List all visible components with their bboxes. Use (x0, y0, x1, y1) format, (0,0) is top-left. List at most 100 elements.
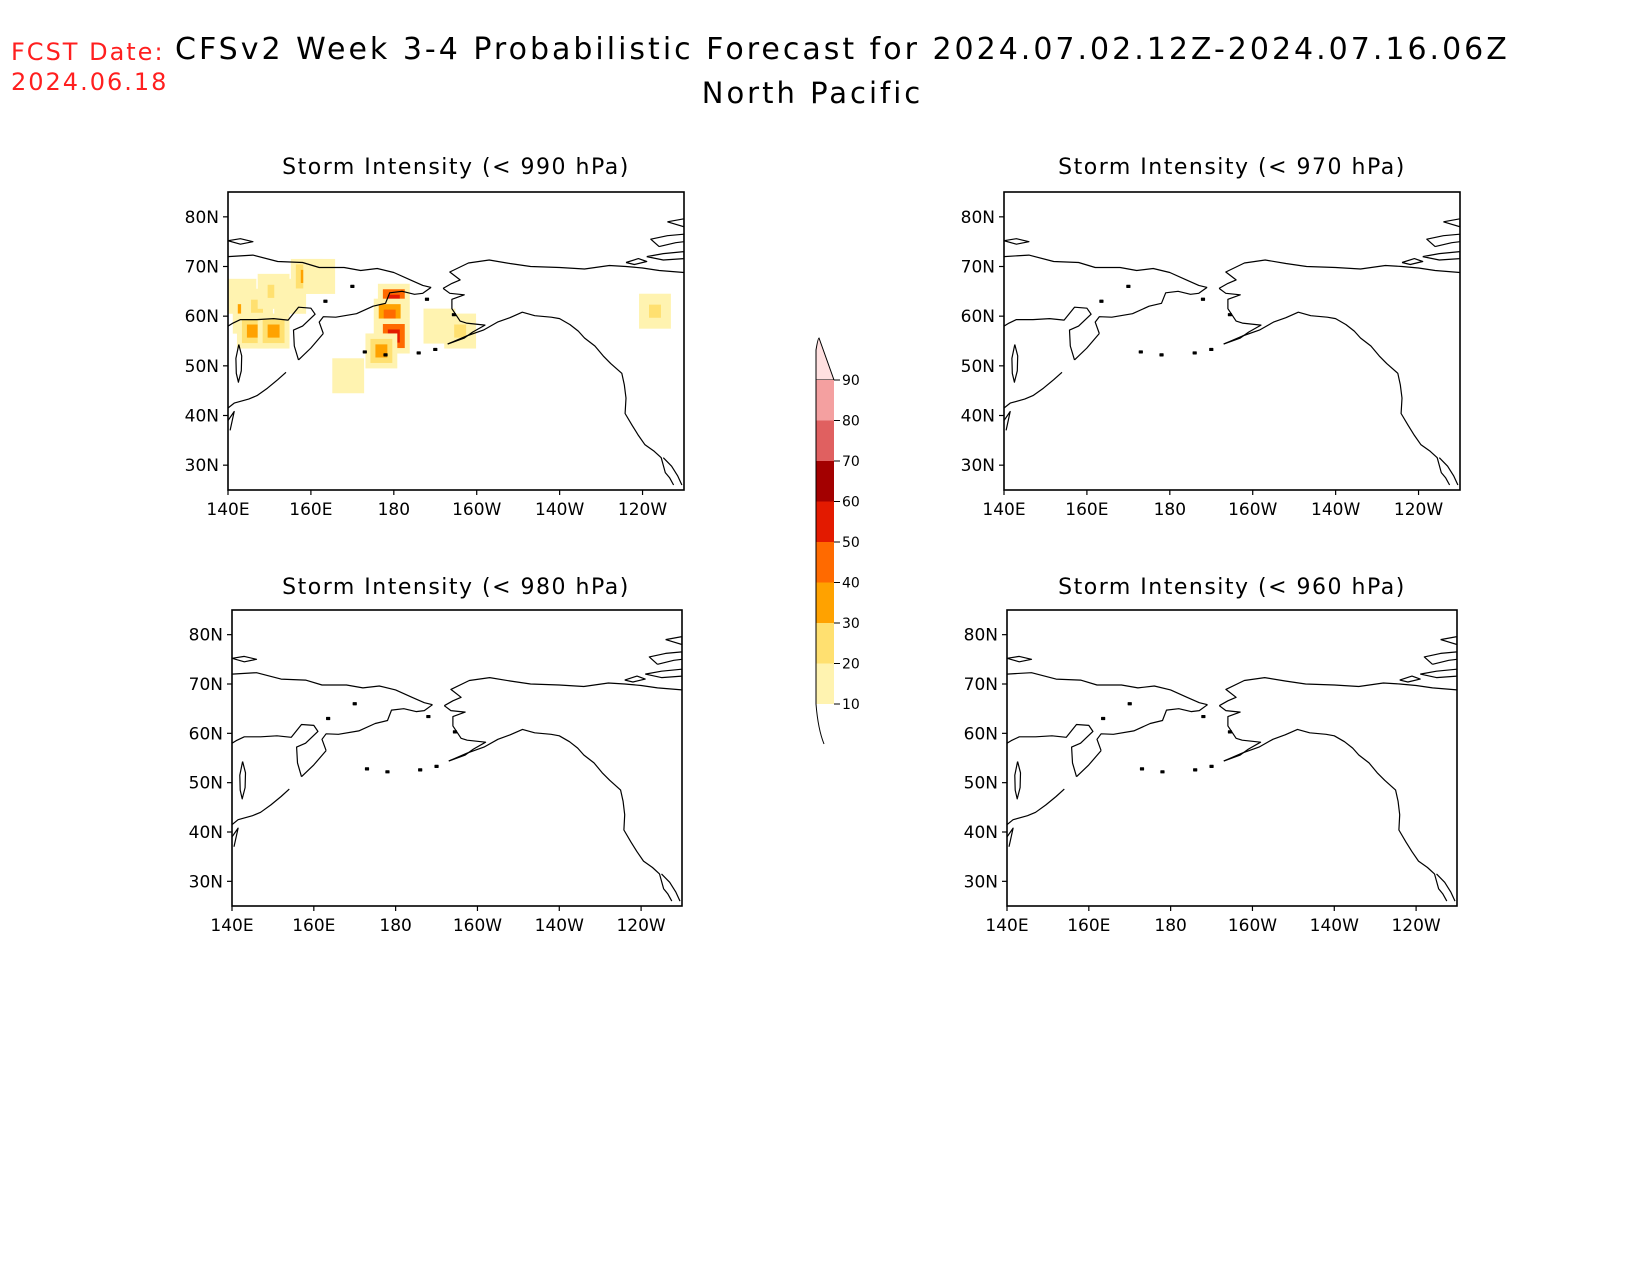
coastline (1399, 675, 1421, 683)
coastline (625, 258, 648, 266)
lat-tick-label: 70N (189, 675, 223, 695)
island (426, 714, 431, 719)
lon-tick-label: 160E (292, 916, 335, 936)
island (1227, 313, 1233, 317)
coastline (662, 457, 683, 486)
map-frame (1003, 191, 1461, 491)
island (424, 297, 430, 301)
colorbar-label: 80 (842, 414, 860, 430)
coastline (1074, 333, 1100, 361)
island (1101, 716, 1106, 721)
coastline (646, 251, 684, 261)
probability-cell (246, 324, 259, 338)
coastline (232, 672, 433, 706)
colorbar-label: 30 (842, 616, 860, 632)
coastline (301, 750, 327, 778)
colorbar-swatch (816, 420, 834, 461)
lon-tick-label: 180 (1154, 916, 1186, 936)
coastline (1076, 750, 1102, 778)
probability-shading (228, 258, 671, 394)
coastline (1223, 728, 1448, 902)
lat-tick-label: 80N (185, 208, 219, 228)
map-frame (231, 609, 683, 907)
colorbar-swatch (816, 501, 834, 542)
probability-cell (251, 299, 263, 313)
lon-tick-label: 140W (535, 500, 584, 520)
panel-title: Storm Intensity (< 980 hPa) (282, 575, 630, 600)
map-frame (1006, 609, 1458, 907)
coastline (1401, 258, 1424, 266)
island (1160, 770, 1165, 774)
island (434, 764, 439, 768)
map-panel-970: Storm Intensity (< 970 hPa) 80N 70N 60N 50N 4… (961, 155, 1461, 520)
map-frame (227, 191, 685, 491)
lat-tick-label: 60N (961, 307, 995, 327)
lat-tick-label: 70N (185, 258, 219, 278)
colorbar-swatch (816, 380, 834, 421)
coastline (1218, 705, 1262, 762)
island (1200, 297, 1206, 301)
island (1209, 764, 1214, 768)
coastline (1440, 635, 1457, 646)
colorbar-label: 60 (842, 495, 860, 511)
island (350, 284, 355, 288)
lat-tick-label: 80N (961, 208, 995, 228)
coastline (232, 788, 290, 826)
probability-cell (433, 319, 446, 333)
lat-tick-label: 60N (185, 307, 219, 327)
lon-tick-label: 160W (453, 916, 502, 936)
colorbar-top-arrow (815, 337, 835, 381)
map-panel-990: Storm Intensity (< 990 hPa) 80N 70N 60N 50N 4… (185, 155, 685, 520)
colorbar-swatch (816, 663, 834, 704)
island (416, 351, 421, 355)
lon-tick-label: 140E (210, 916, 253, 936)
coastline (1223, 311, 1451, 486)
panel-title: Storm Intensity (< 990 hPa) (282, 155, 630, 180)
island (1159, 353, 1164, 357)
coastline (1436, 873, 1456, 902)
coastline (239, 761, 247, 800)
island (1138, 350, 1143, 354)
island (433, 347, 438, 352)
coastline (650, 233, 684, 248)
island (1139, 767, 1145, 771)
coastline (1004, 371, 1063, 409)
coastline (321, 704, 433, 751)
lon-tick-label: 140E (982, 500, 1025, 520)
lat-tick-label: 40N (961, 407, 995, 427)
coastline (1218, 287, 1262, 345)
lon-tick-label: 140W (535, 916, 584, 936)
coastline (1007, 672, 1208, 706)
coastlines (1007, 635, 1457, 902)
colorbar-label: 20 (842, 657, 860, 673)
panel-title: Storm Intensity (< 960 hPa) (1058, 575, 1406, 600)
lat-tick-label: 60N (189, 724, 223, 744)
coastline (1014, 761, 1022, 800)
lat-tick-label: 80N (189, 626, 223, 646)
forecast-date-label: FCST Date: (11, 38, 165, 66)
coastline (1004, 410, 1011, 431)
lon-tick-label: 120W (618, 500, 667, 520)
colorbar-swatch (816, 582, 834, 623)
coastline (228, 254, 432, 288)
page-subtitle: North Pacific (701, 76, 924, 110)
colorbar-label: 10 (842, 697, 860, 713)
coastline (232, 827, 239, 847)
island (364, 767, 370, 771)
island (1227, 730, 1233, 734)
coastline (1007, 827, 1014, 847)
coastline (1007, 788, 1065, 826)
coastline (1422, 251, 1460, 261)
island (1201, 714, 1206, 719)
coastline (228, 371, 287, 409)
coastline (1219, 676, 1457, 707)
island (362, 350, 367, 354)
map-panel-960: Storm Intensity (< 960 hPa) 80N 70N 60N 50N 4… (964, 575, 1458, 936)
probability-cell (313, 269, 326, 283)
probability-cell (284, 289, 297, 303)
lat-tick-label: 40N (189, 823, 223, 843)
lat-tick-label: 30N (189, 872, 223, 892)
coastlines (228, 218, 684, 486)
coastline (228, 238, 254, 245)
